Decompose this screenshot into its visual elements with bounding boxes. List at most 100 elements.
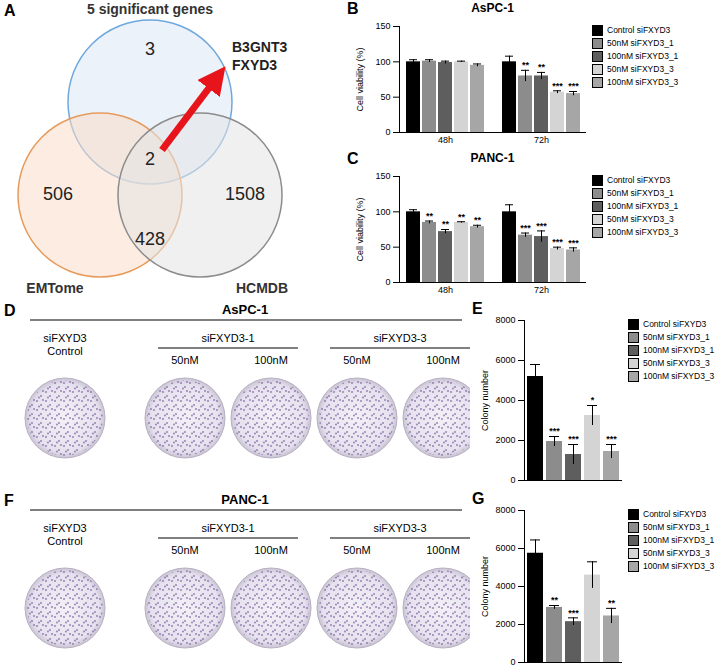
- svg-text:AsPC-1: AsPC-1: [222, 302, 268, 317]
- svg-text:***: ***: [552, 237, 563, 247]
- html-text:50nM siFXYD3_1: 50nM siFXYD3_1: [607, 188, 674, 198]
- html-text:Control siFXYD3: Control siFXYD3: [643, 509, 707, 519]
- svg-text:100nM: 100nM: [254, 544, 288, 556]
- svg-text:***: ***: [520, 223, 531, 233]
- svg-text:428: 428: [135, 229, 165, 249]
- html-text:PANC-1: PANC-1: [470, 151, 515, 165]
- svg-text:3: 3: [145, 39, 155, 59]
- svg-text:PANC-1: PANC-1: [221, 492, 268, 507]
- svg-text:FXYD3: FXYD3: [232, 57, 277, 73]
- svg-text:**: **: [551, 595, 559, 605]
- svg-text:Control: Control: [47, 345, 82, 357]
- svg-text:Cell viability (%): Cell viability (%): [355, 197, 365, 261]
- svg-text:**: **: [538, 62, 546, 72]
- svg-text:150: 150: [375, 171, 390, 181]
- svg-text:100: 100: [375, 57, 390, 67]
- svg-text:4000: 4000: [495, 395, 515, 405]
- svg-text:50nM: 50nM: [343, 354, 371, 366]
- html-text:100nM siFXYD3_1: 100nM siFXYD3_1: [643, 345, 715, 355]
- html-text:50nM siFXYD3_3: 50nM siFXYD3_3: [643, 358, 710, 368]
- html-text:50nM siFXYD3_3: 50nM siFXYD3_3: [607, 214, 674, 224]
- svg-text:F: F: [4, 492, 14, 509]
- svg-text:100nM: 100nM: [426, 544, 460, 556]
- html-text:AsPC-1: AsPC-1: [471, 1, 514, 15]
- svg-text:100nM: 100nM: [254, 354, 288, 366]
- svg-text:2: 2: [145, 149, 155, 169]
- svg-text:**: **: [458, 212, 466, 222]
- svg-text:0: 0: [385, 277, 390, 287]
- svg-text:HCMDB: HCMDB: [236, 280, 288, 296]
- svg-text:***: ***: [552, 81, 563, 91]
- svg-text:2000: 2000: [495, 435, 515, 445]
- svg-text:siFXYD3: siFXYD3: [43, 522, 86, 534]
- svg-text:***: ***: [568, 81, 579, 91]
- html-text:100nM siFXYD3_3: 100nM siFXYD3_3: [607, 77, 679, 87]
- svg-text:***: ***: [549, 426, 560, 436]
- html-text:100nM siFXYD3_1: 100nM siFXYD3_1: [643, 535, 715, 545]
- html-text:100nM siFXYD3_1: 100nM siFXYD3_1: [607, 201, 679, 211]
- html-text:50nM siFXYD3_1: 50nM siFXYD3_1: [643, 522, 710, 532]
- svg-text:72h: 72h: [534, 285, 549, 295]
- svg-text:EMTome: EMTome: [26, 280, 84, 296]
- svg-text:50: 50: [380, 242, 390, 252]
- html-text:50nM siFXYD3_3: 50nM siFXYD3_3: [607, 64, 674, 74]
- html-text:G: G: [472, 490, 485, 507]
- svg-text:***: ***: [606, 434, 617, 444]
- svg-text:4000: 4000: [495, 581, 515, 591]
- svg-text:**: **: [442, 219, 450, 229]
- html-text:Control siFXYD3: Control siFXYD3: [643, 319, 707, 329]
- svg-text:A: A: [4, 2, 16, 19]
- svg-text:48h: 48h: [438, 135, 453, 145]
- svg-text:Control: Control: [47, 535, 82, 547]
- html-text:Control siFXYD3: Control siFXYD3: [607, 175, 671, 185]
- svg-text:100: 100: [375, 207, 390, 217]
- svg-text:50: 50: [380, 92, 390, 102]
- svg-text:***: ***: [568, 434, 579, 444]
- svg-text:**: **: [474, 215, 482, 225]
- svg-text:Colony number: Colony number: [480, 370, 490, 431]
- svg-text:72h: 72h: [534, 135, 549, 145]
- html-text:E: E: [472, 300, 483, 317]
- html-text:100nM siFXYD3_3: 100nM siFXYD3_3: [643, 371, 715, 381]
- svg-text:48h: 48h: [438, 285, 453, 295]
- html-text:50nM siFXYD3_1: 50nM siFXYD3_1: [643, 332, 710, 342]
- svg-text:1508: 1508: [225, 184, 265, 204]
- svg-text:8000: 8000: [495, 315, 515, 325]
- html-text:C: C: [347, 150, 359, 167]
- svg-text:Cell viability (%): Cell viability (%): [355, 47, 365, 111]
- svg-text:Colony number: Colony number: [480, 556, 490, 617]
- svg-text:50nM: 50nM: [343, 544, 371, 556]
- svg-text:506: 506: [43, 184, 73, 204]
- svg-text:0: 0: [385, 127, 390, 137]
- svg-text:***: ***: [568, 238, 579, 248]
- html-text:50nM siFXYD3_1: 50nM siFXYD3_1: [607, 38, 674, 48]
- svg-text:2000: 2000: [495, 619, 515, 629]
- svg-text:***: ***: [568, 608, 579, 618]
- svg-text:150: 150: [375, 21, 390, 31]
- svg-text:0: 0: [510, 657, 515, 667]
- svg-text:*: *: [591, 395, 595, 405]
- svg-text:50nM: 50nM: [171, 544, 199, 556]
- svg-text:0: 0: [510, 475, 515, 485]
- svg-text:**: **: [608, 598, 616, 608]
- svg-text:siFXYD3-3: siFXYD3-3: [373, 522, 426, 534]
- svg-text:**: **: [522, 60, 530, 70]
- svg-text:siFXYD3-1: siFXYD3-1: [201, 522, 254, 534]
- svg-text:siFXYD3: siFXYD3: [43, 332, 86, 344]
- html-text:B: B: [347, 0, 359, 17]
- svg-text:6000: 6000: [495, 543, 515, 553]
- svg-text:**: **: [426, 211, 434, 221]
- svg-text:100nM: 100nM: [426, 354, 460, 366]
- svg-text:B3GNT3: B3GNT3: [232, 39, 287, 55]
- svg-text:50nM: 50nM: [171, 354, 199, 366]
- svg-text:***: ***: [536, 221, 547, 231]
- html-text:100nM siFXYD3_3: 100nM siFXYD3_3: [607, 227, 679, 237]
- svg-text:D: D: [4, 302, 16, 319]
- html-text:100nM siFXYD3_1: 100nM siFXYD3_1: [607, 51, 679, 61]
- svg-text:6000: 6000: [495, 355, 515, 365]
- svg-text:5 significant genes: 5 significant genes: [87, 1, 213, 17]
- svg-text:siFXYD3-3: siFXYD3-3: [373, 332, 426, 344]
- html-text:Control siFXYD3: Control siFXYD3: [607, 25, 671, 35]
- svg-text:8000: 8000: [495, 505, 515, 515]
- svg-text:siFXYD3-1: siFXYD3-1: [201, 332, 254, 344]
